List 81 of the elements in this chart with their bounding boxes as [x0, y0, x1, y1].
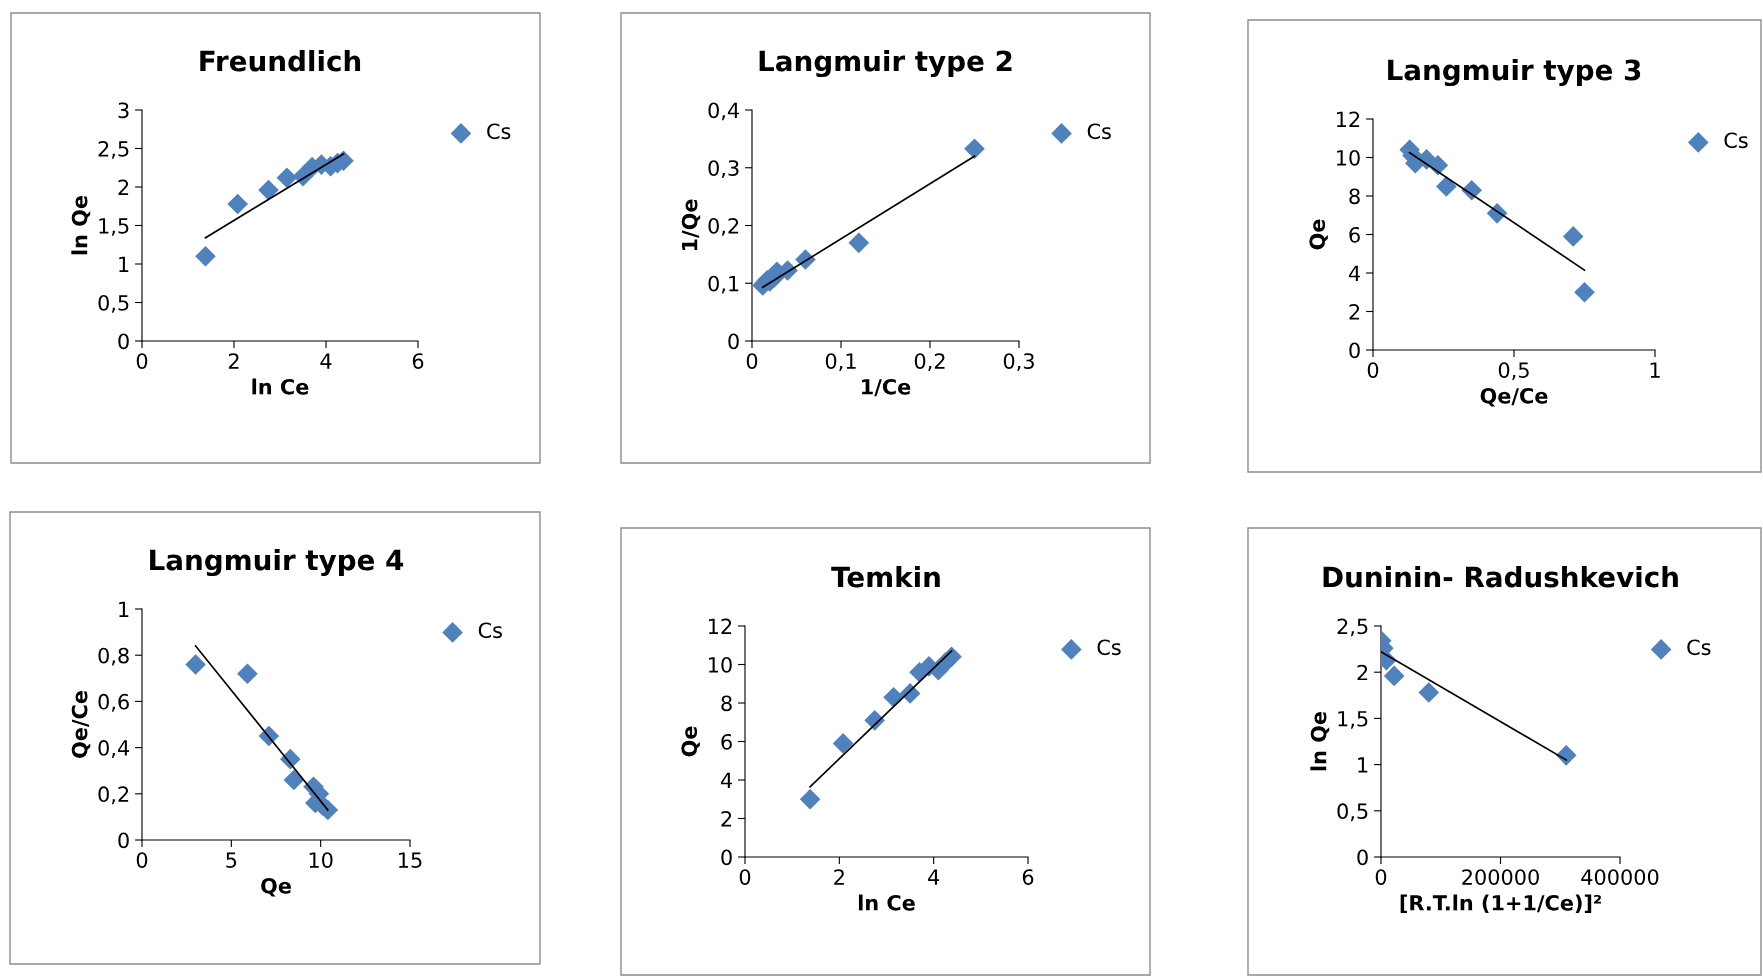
y-tick-label: 1,5: [1338, 711, 1368, 729]
chart-title: Langmuir type 4: [150, 549, 404, 577]
chart-title: Freundlich: [200, 50, 361, 72]
y-tick-label: 0: [118, 832, 129, 849]
x-tick-label: 0: [746, 353, 758, 369]
y-tick-label: 2: [118, 179, 129, 195]
x-tick-label: 200000: [1462, 869, 1539, 885]
y-tick-label: 10: [708, 656, 732, 673]
x-tick-label: 4: [320, 353, 332, 369]
y-tick-label: 0,6: [98, 693, 129, 712]
y-tick-label: 12: [1336, 111, 1360, 127]
legend-label: Cs: [1097, 639, 1121, 656]
y-tick-label: 0,3: [708, 160, 739, 179]
x-tick-label: 0,5: [1498, 362, 1529, 381]
x-tick-label: 0: [739, 869, 751, 885]
y-tick-label: 2: [721, 810, 732, 827]
chart-title: Temkin: [831, 566, 940, 588]
x-tick-label: 0: [136, 852, 148, 868]
y-tick-label: 8: [1349, 188, 1360, 205]
x-tick-label: 0,2: [914, 353, 945, 372]
x-tick-label: 0: [1367, 362, 1379, 378]
y-tick-label: 0,4: [98, 740, 130, 758]
y-tick-label: 4: [1348, 265, 1361, 281]
legend-label: Cs: [1724, 132, 1748, 149]
chart-title: Langmuir type 2: [759, 50, 1012, 78]
y-tick-label: 2,5: [98, 140, 129, 159]
x-axis-title: ln Ce: [252, 378, 309, 395]
y-tick-label: 0,2: [98, 786, 129, 805]
x-tick-label: 5: [226, 852, 237, 868]
y-tick-label: 2: [1349, 303, 1360, 320]
x-tick-label: 400000: [1581, 869, 1659, 885]
y-tick-label: 0,2: [708, 217, 739, 236]
y-tick-label: 0,5: [98, 294, 129, 313]
x-tick-label: 6: [1022, 869, 1034, 885]
x-axis-title: 1/Ce: [862, 378, 911, 397]
y-tick-label: 2: [1357, 664, 1368, 681]
chart-title: Duninin- Radushkevich: [1323, 566, 1678, 588]
y-axis-title: Qe/Ce: [71, 691, 91, 758]
y-axis-title: ln Qe: [1310, 711, 1330, 771]
x-tick-label: 6: [412, 353, 424, 369]
y-tick-label: 12: [708, 618, 732, 634]
y-tick-label: 1: [119, 601, 129, 617]
chart-title: Langmuir type 3: [1388, 59, 1641, 87]
legend-label: Cs: [487, 123, 511, 140]
y-tick-label: 0,8: [98, 647, 129, 666]
y-tick-label: 10: [1336, 149, 1360, 166]
y-tick-label: 2,5: [1337, 618, 1368, 637]
x-tick-label: 1: [1650, 362, 1660, 378]
y-tick-label: 1: [119, 256, 129, 272]
y-tick-label: 6: [721, 733, 732, 750]
y-axis-title: 1/Qe: [681, 199, 701, 251]
x-tick-label: 2: [834, 869, 844, 885]
x-tick-label: 2: [228, 353, 239, 369]
x-axis-title: Qe: [261, 877, 291, 897]
x-axis-title: Qe/Ce: [1480, 387, 1548, 407]
x-tick-label: 4: [928, 869, 940, 885]
x-tick-label: 0: [1375, 869, 1387, 885]
legend-label: Cs: [1687, 639, 1711, 656]
x-tick-label: 10: [309, 852, 333, 868]
y-tick-label: 0: [118, 333, 129, 350]
y-tick-label: 0,5: [1337, 803, 1368, 822]
y-tick-label: 1,5: [99, 218, 129, 236]
y-axis-title: ln Qe: [71, 195, 91, 255]
y-tick-label: 0,4: [708, 102, 740, 121]
y-axis-title: Qe: [1309, 219, 1328, 250]
y-tick-label: 1: [1358, 757, 1368, 773]
y-tick-label: 8: [721, 695, 732, 712]
legend-label: Cs: [1087, 123, 1111, 140]
x-tick-label: 0,3: [1003, 353, 1034, 372]
y-tick-label: 6: [1349, 226, 1360, 243]
legend-label: Cs: [478, 622, 502, 639]
y-tick-label: 3: [118, 102, 129, 119]
y-axis-title: Qe: [681, 726, 700, 757]
y-tick-label: 0,1: [708, 275, 739, 294]
y-tick-label: 0: [728, 333, 739, 350]
y-tick-label: 4: [720, 772, 733, 788]
x-tick-label: 0,1: [825, 353, 856, 372]
x-tick-label: 15: [399, 852, 422, 868]
x-axis-title: [R.T.ln (1+1/Ce)]²: [1400, 894, 1601, 914]
x-axis-title: ln Ce: [858, 894, 915, 911]
x-tick-label: 0: [136, 353, 148, 369]
